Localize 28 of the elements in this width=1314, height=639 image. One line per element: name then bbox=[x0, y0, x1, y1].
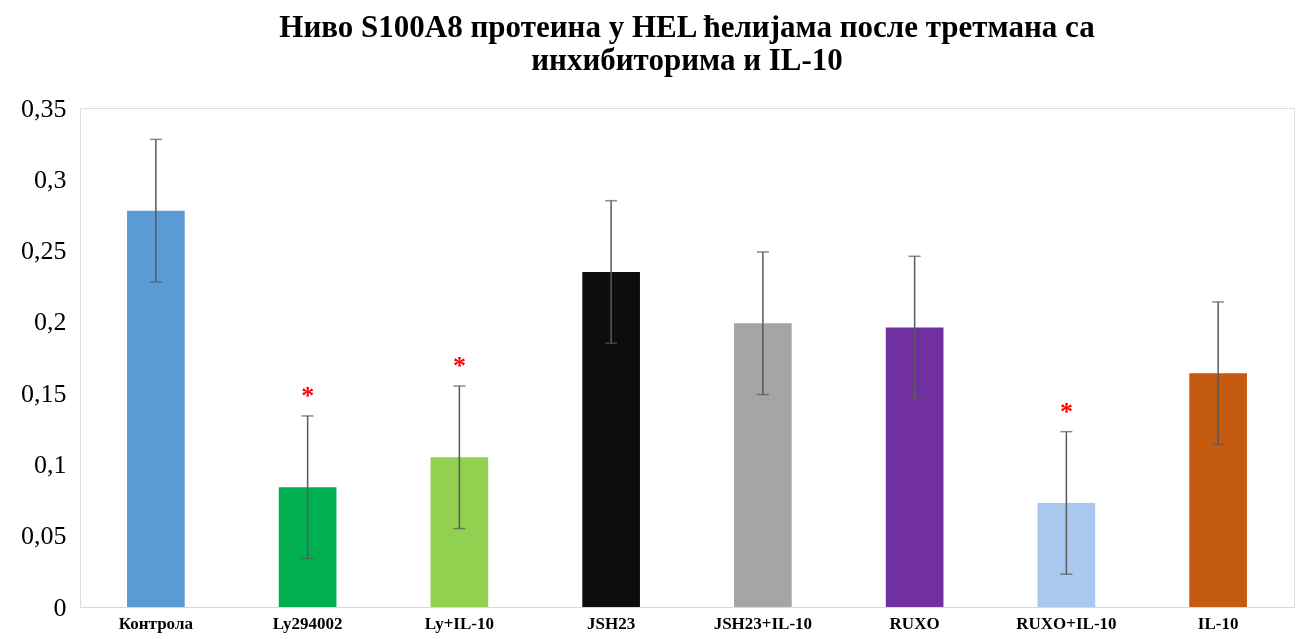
y-tick-label: 0,25 bbox=[21, 236, 67, 266]
bar bbox=[1037, 502, 1096, 607]
bar bbox=[582, 271, 640, 607]
y-tick-label: 0 bbox=[53, 592, 67, 622]
chart-title: Ниво S100A8 протеина у HEL ћелијама после третмана са инхибиторима и IL-10 bbox=[279, 9, 1096, 77]
bar bbox=[1189, 373, 1247, 607]
x-tick-label: Ly294002 bbox=[272, 613, 343, 633]
y-tick-label: 0,2 bbox=[34, 307, 67, 337]
y-tick-label: 0,35 bbox=[21, 93, 67, 123]
x-tick-label: RUXO+IL-10 bbox=[1016, 613, 1117, 633]
bar bbox=[278, 487, 337, 607]
bar bbox=[430, 457, 489, 607]
annotation: * bbox=[452, 351, 466, 381]
x-tick-label: JSH23 bbox=[587, 613, 636, 633]
bar bbox=[734, 323, 792, 607]
bar bbox=[885, 327, 944, 607]
y-tick-label: 0,15 bbox=[21, 378, 67, 408]
x-tick-label: JSH23+IL-10 bbox=[713, 613, 813, 633]
x-tick-label: Ly+IL-10 bbox=[424, 613, 494, 633]
y-tick-label: 0,1 bbox=[34, 449, 67, 479]
annotation: * bbox=[301, 380, 315, 410]
x-tick-label: Контрола bbox=[118, 613, 194, 633]
x-tick-label: RUXO bbox=[889, 613, 940, 633]
y-tick-label: 0,05 bbox=[21, 521, 67, 551]
annotation: * bbox=[1059, 396, 1073, 426]
bar bbox=[127, 210, 185, 607]
x-tick-label: IL-10 bbox=[1197, 613, 1239, 633]
y-tick-label: 0,3 bbox=[34, 164, 67, 194]
